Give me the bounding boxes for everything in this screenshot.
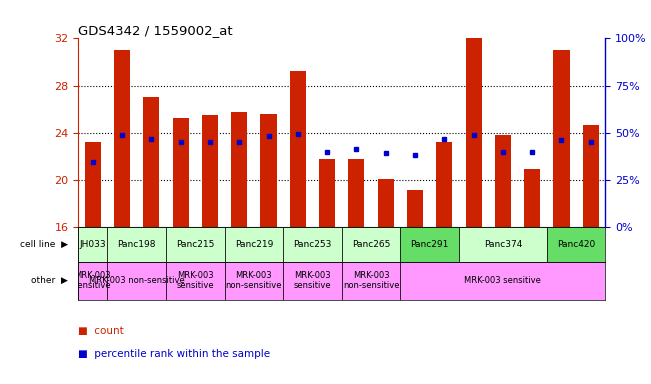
Bar	[107, 227, 166, 262]
Bar	[143, 98, 159, 227]
Text: MRK-003
non-sensitive: MRK-003 non-sensitive	[226, 271, 282, 290]
Bar	[547, 227, 605, 262]
Bar	[78, 262, 107, 300]
Bar	[114, 50, 130, 227]
Bar	[166, 227, 225, 262]
Text: Panc215: Panc215	[176, 240, 214, 249]
Text: Panc219: Panc219	[235, 240, 273, 249]
Text: Panc420: Panc420	[557, 240, 595, 249]
Text: Panc253: Panc253	[294, 240, 331, 249]
Bar	[553, 50, 570, 227]
Bar	[342, 227, 400, 262]
Text: JH033: JH033	[79, 240, 106, 249]
Text: Panc291: Panc291	[411, 240, 449, 249]
Bar	[342, 262, 400, 300]
Text: MRK-003
non-sensitive: MRK-003 non-sensitive	[343, 271, 399, 290]
Bar	[166, 262, 225, 300]
Bar	[465, 38, 482, 227]
Bar	[173, 118, 189, 227]
Bar	[231, 112, 247, 227]
Bar	[495, 135, 511, 227]
Text: Panc198: Panc198	[117, 240, 156, 249]
Bar	[400, 227, 459, 262]
Bar	[78, 227, 107, 262]
Text: MRK-003 non-sensitive: MRK-003 non-sensitive	[89, 276, 185, 285]
Bar	[319, 159, 335, 227]
Bar	[283, 262, 342, 300]
Bar	[202, 115, 218, 227]
Bar	[400, 262, 605, 300]
Bar	[225, 227, 283, 262]
Text: MRK-003
sensitive: MRK-003 sensitive	[74, 271, 111, 290]
Bar	[348, 159, 365, 227]
Bar	[290, 71, 306, 227]
Text: ■  count: ■ count	[78, 326, 124, 336]
Bar	[436, 142, 452, 227]
Text: MRK-003
sensitive: MRK-003 sensitive	[294, 271, 331, 290]
Text: MRK-003 sensitive: MRK-003 sensitive	[464, 276, 542, 285]
Bar	[85, 142, 101, 227]
Text: GDS4342 / 1559002_at: GDS4342 / 1559002_at	[78, 24, 233, 37]
Bar	[378, 179, 394, 227]
Bar	[260, 114, 277, 227]
Bar	[583, 125, 599, 227]
Bar	[225, 262, 283, 300]
Text: cell line  ▶: cell line ▶	[20, 240, 68, 249]
Bar	[407, 190, 423, 227]
Bar	[107, 262, 166, 300]
Text: other  ▶: other ▶	[31, 276, 68, 285]
Text: ■  percentile rank within the sample: ■ percentile rank within the sample	[78, 349, 270, 359]
Text: Panc265: Panc265	[352, 240, 390, 249]
Bar	[459, 227, 547, 262]
Text: Panc374: Panc374	[484, 240, 522, 249]
Text: MRK-003
sensitive: MRK-003 sensitive	[176, 271, 214, 290]
Bar	[283, 227, 342, 262]
Bar	[524, 169, 540, 227]
